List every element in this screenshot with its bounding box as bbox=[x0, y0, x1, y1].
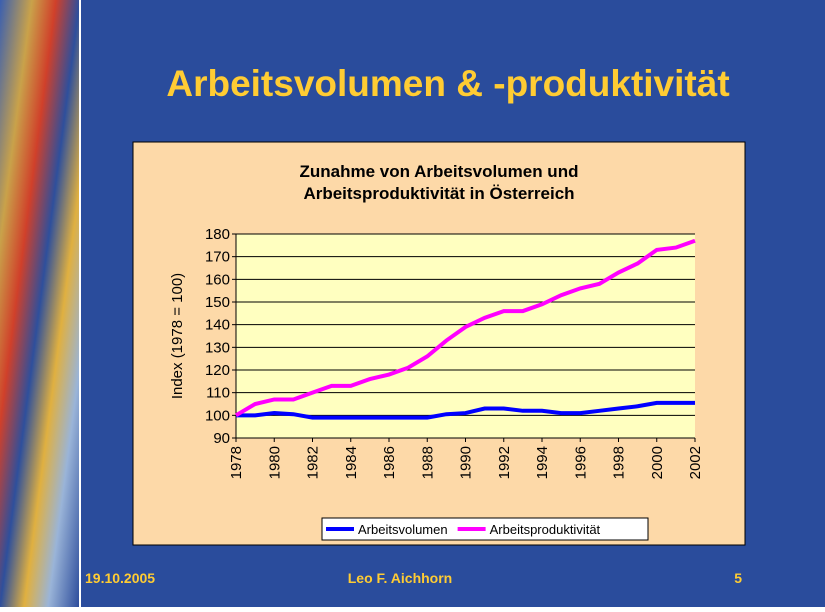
footer-date: 19.10.2005 bbox=[85, 570, 155, 586]
y-tick-label: 90 bbox=[213, 430, 230, 447]
legend-label: Arbeitsvolumen bbox=[358, 522, 448, 537]
x-tick-label: 2000 bbox=[649, 446, 666, 479]
y-tick-label: 170 bbox=[205, 249, 230, 266]
y-tick-label: 180 bbox=[205, 226, 230, 243]
x-tick-label: 1984 bbox=[343, 446, 360, 479]
x-tick-label: 1990 bbox=[458, 446, 475, 479]
decor-strip bbox=[0, 0, 80, 607]
x-tick-label: 1982 bbox=[305, 446, 322, 479]
footer-author: Leo F. Aichhorn bbox=[348, 570, 452, 586]
y-tick-label: 130 bbox=[205, 339, 230, 356]
x-tick-label: 1988 bbox=[419, 446, 436, 479]
x-tick-label: 1980 bbox=[266, 446, 283, 479]
footer-page: 5 bbox=[734, 570, 742, 586]
y-tick-label: 110 bbox=[206, 385, 230, 402]
x-tick-label: 1996 bbox=[572, 446, 589, 479]
x-tick-label: 1994 bbox=[534, 446, 551, 479]
y-tick-label: 140 bbox=[205, 317, 230, 334]
x-tick-label: 1978 bbox=[228, 446, 245, 479]
slide-title: Arbeitsvolumen & -produktivität bbox=[166, 63, 729, 104]
y-tick-label: 150 bbox=[205, 294, 230, 311]
y-tick-label: 100 bbox=[205, 407, 230, 424]
x-tick-label: 2002 bbox=[687, 446, 704, 479]
y-tick-label: 160 bbox=[205, 271, 230, 288]
slide: Arbeitsvolumen & -produktivität Zunahme … bbox=[0, 0, 825, 607]
x-tick-label: 1998 bbox=[611, 446, 628, 479]
x-tick-label: 1992 bbox=[496, 446, 513, 479]
x-tick-label: 1986 bbox=[381, 446, 398, 479]
legend-label: Arbeitsproduktivität bbox=[490, 522, 601, 537]
y-tick-label: 120 bbox=[205, 362, 230, 379]
y-axis-label: Index (1978 = 100) bbox=[169, 273, 186, 399]
